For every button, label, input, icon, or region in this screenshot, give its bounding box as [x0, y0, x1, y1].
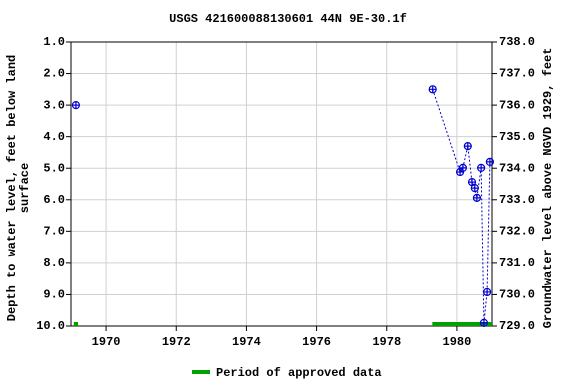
- x-tick-label: 1970: [92, 335, 121, 349]
- data-point: [428, 85, 437, 94]
- approved-period: [73, 322, 79, 326]
- y-tick-label: 8.0: [43, 256, 65, 270]
- y-axis-label: Depth to water level, feet below land: [5, 55, 19, 321]
- y2-tick-label: 734.0: [499, 161, 535, 175]
- x-tick-label: 1972: [162, 335, 191, 349]
- y2-tick-label: 735.0: [499, 130, 535, 144]
- data-point: [479, 318, 489, 327]
- y-tick-label: 1.0: [43, 35, 65, 49]
- y-tick-label: 5.0: [43, 161, 65, 175]
- y-tick-label: 9.0: [43, 288, 65, 302]
- y2-tick-label: 738.0: [499, 35, 535, 49]
- data-point: [463, 142, 472, 151]
- y2-tick-label: 733.0: [499, 193, 535, 207]
- x-tick-label: 1978: [372, 335, 401, 349]
- legend-label: Period of approved data: [216, 366, 382, 380]
- y2-tick-label: 736.0: [499, 98, 535, 112]
- y2-tick-label: 737.0: [499, 67, 535, 81]
- data-point: [470, 184, 479, 193]
- x-tick-label: 1980: [443, 335, 472, 349]
- data-point: [477, 163, 486, 173]
- y-tick-label: 4.0: [43, 130, 65, 144]
- y2-axis-label: Groundwater level above NGVD 1929, feet: [541, 48, 555, 329]
- y-tick-label: 3.0: [43, 98, 65, 112]
- y2-tick-label: 732.0: [499, 225, 535, 239]
- approved-period: [432, 322, 492, 326]
- data-line: [432, 89, 491, 323]
- x-tick-label: 1974: [232, 335, 261, 349]
- y-tick-label: 2.0: [43, 67, 65, 81]
- data-point: [482, 287, 492, 297]
- y-tick-label: 10.0: [36, 319, 65, 333]
- y-tick-label: 6.0: [43, 193, 65, 207]
- y-tick-label: 7.0: [43, 225, 65, 239]
- data-point: [472, 193, 482, 202]
- y-axis-label: surface: [18, 163, 32, 213]
- data-point: [485, 157, 494, 167]
- y2-tick-label: 731.0: [499, 256, 535, 270]
- data-point: [458, 163, 467, 173]
- y2-tick-label: 729.0: [499, 319, 535, 333]
- x-tick-label: 1976: [302, 335, 331, 349]
- plot-frame: [70, 41, 493, 327]
- data-point: [71, 101, 81, 110]
- chart-title: USGS 421600088130601 44N 9E-30.1f: [169, 12, 407, 26]
- y2-tick-label: 730.0: [499, 288, 535, 302]
